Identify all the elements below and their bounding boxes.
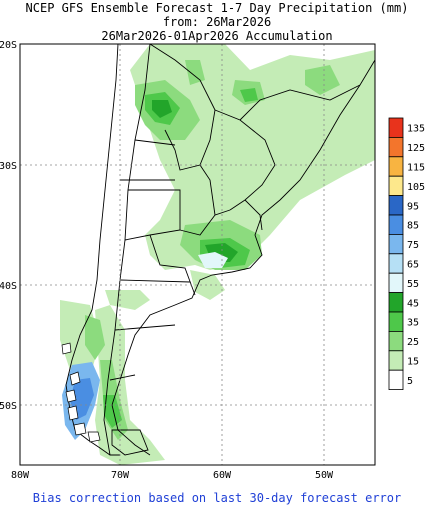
legend-swatch [388,117,404,138]
bias-correction-note: Bias correction based on last 30-day for… [32,491,402,505]
legend-label: 15 [407,357,419,368]
legend-swatch [388,253,404,274]
longitude-axis: 80W 70W 60W 50W [11,470,334,481]
legend-swatch [388,136,404,158]
lon-label: 80W [11,470,30,481]
legend-label: 125 [407,143,425,154]
legend-label: 85 [407,221,419,232]
legend-label: 55 [407,279,419,290]
precip-shading-cyan [198,252,228,268]
legend-swatch [388,369,404,391]
plot-frame [19,43,376,466]
legend-swatch [388,175,404,196]
map-title-line-3: 26Mar2026-01Apr2026 Accumulation [101,29,333,43]
country-borders [65,44,375,456]
legend-swatch [388,330,404,352]
legend-label: 65 [407,260,419,271]
legend-label: 45 [407,298,419,309]
legend-label: 135 [407,124,425,135]
lat-lon-gridlines [20,44,375,465]
lat-label: 20S [0,40,17,51]
lat-label: 50S [0,401,17,412]
lat-label: 30S [0,161,17,172]
legend-label: 115 [407,163,425,174]
precip-color-legend: 135 125 115 105 95 85 75 65 55 45 35 25 15 5 [388,117,425,391]
legend-swatch [388,214,404,235]
lon-label: 50W [315,470,334,481]
lon-label: 60W [213,470,232,481]
legend-label: 35 [407,318,419,329]
lat-label: 40S [0,281,17,292]
legend-swatch [388,156,404,177]
legend-label: 105 [407,182,425,193]
map-title-line-1: NCEP GFS Ensemble Forecast 1-7 Day Preci… [25,1,409,15]
legend-label: 25 [407,337,419,348]
legend-swatch [388,233,404,255]
lon-label: 70W [111,470,130,481]
legend-swatch [388,292,404,313]
latitude-axis: 20S 30S 40S 50S [0,40,17,412]
legend-swatch [388,272,404,294]
legend-label: 95 [407,201,419,212]
legend-label: 5 [407,376,413,387]
legend-swatch [388,195,404,216]
legend-swatch [388,311,404,332]
fjord-islands [61,342,101,443]
map-title-line-2: from: 26Mar2026 [162,15,272,29]
legend-swatch [388,350,404,371]
legend-label: 75 [407,240,419,251]
